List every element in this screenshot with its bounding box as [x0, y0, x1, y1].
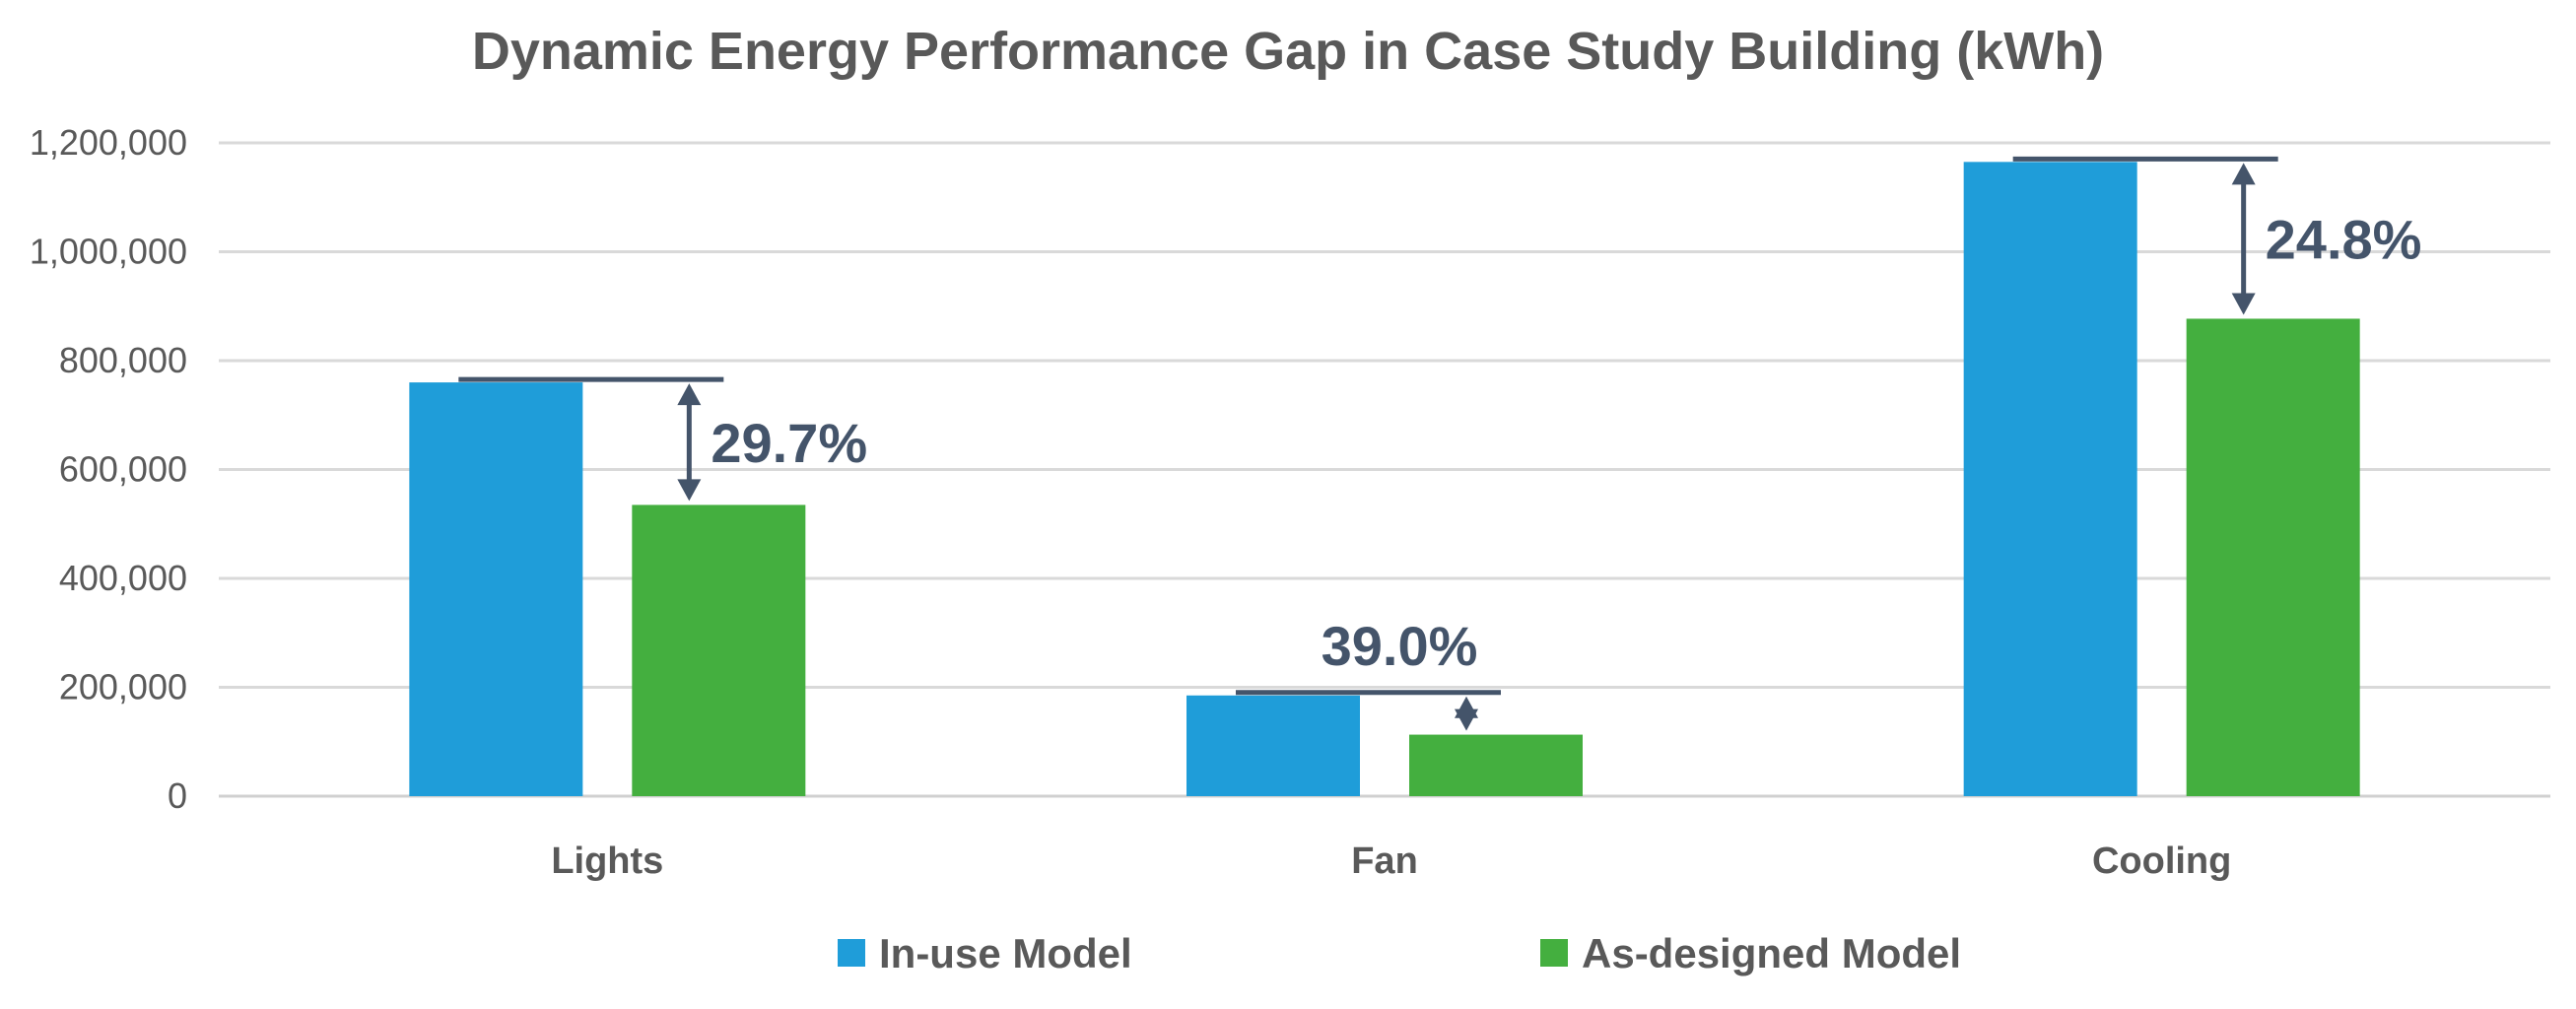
legend-label-in-use: In-use Model	[879, 930, 1132, 976]
legend-swatch-in-use	[838, 939, 865, 967]
y-tick-label: 600,000	[59, 449, 187, 490]
y-tick-label: 200,000	[59, 667, 187, 707]
bars	[409, 162, 2360, 796]
gap-label-lights: 29.7%	[711, 412, 867, 474]
gap-arrow-head-up	[677, 383, 702, 406]
x-tick-label: Cooling	[2092, 841, 2231, 882]
y-tick-label: 1,000,000	[30, 232, 187, 272]
y-axis-tick-labels: 0 200,000 400,000 600,000 800,000 1,000,000 1,…	[30, 122, 187, 816]
y-tick-label: 800,000	[59, 340, 187, 380]
gap-arrow-head-up	[2231, 163, 2256, 185]
gap-arrow-head-down	[2231, 293, 2256, 315]
bar-in-use-fan	[1186, 695, 1360, 796]
gap-arrow-head-down	[677, 479, 702, 502]
y-tick-label: 0	[168, 775, 187, 816]
bar-in-use-cooling	[1963, 162, 2137, 796]
legend-swatch-as-designed	[1540, 939, 1568, 967]
gap-label-cooling: 24.8%	[2266, 208, 2422, 270]
y-tick-label: 1,200,000	[30, 122, 187, 163]
bar-in-use-lights	[409, 382, 583, 796]
bar-as-designed-fan	[1409, 734, 1583, 796]
x-tick-label: Fan	[1351, 841, 1418, 882]
gridlines	[219, 141, 2550, 798]
gap-label-fan: 39.0%	[1322, 615, 1478, 677]
bar-as-designed-lights	[632, 504, 806, 796]
legend-label-as-designed: As-designed Model	[1582, 930, 1961, 976]
x-axis-tick-labels: Lights Fan Cooling	[551, 841, 2231, 882]
x-tick-label: Lights	[551, 841, 663, 882]
y-tick-label: 400,000	[59, 558, 187, 598]
gap-arrow-head-down	[1455, 708, 1478, 731]
gap-annotations: 29.7% 39.0% 24.8%	[458, 156, 2422, 731]
chart-title: Dynamic Energy Performance Gap in Case S…	[472, 22, 2104, 81]
bar-as-designed-cooling	[2186, 318, 2360, 796]
legend: In-use Model As-designed Model	[838, 930, 1961, 976]
